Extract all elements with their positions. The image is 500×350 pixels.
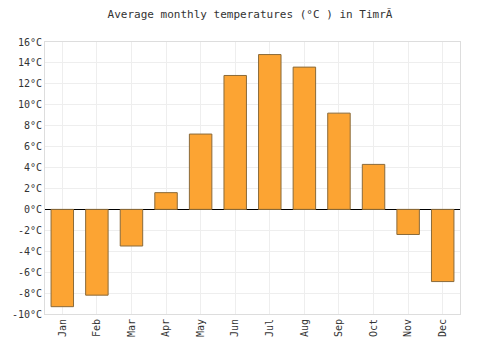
svg-text:-8°C: -8°C	[18, 288, 42, 299]
svg-text:Nov: Nov	[402, 319, 413, 337]
svg-text:Average monthly temperatures (: Average monthly temperatures (°C ) in Ti…	[108, 8, 393, 21]
svg-text:10°C: 10°C	[18, 99, 42, 110]
svg-text:Jul: Jul	[264, 319, 275, 337]
svg-text:-2°C: -2°C	[18, 225, 42, 236]
svg-text:Jan: Jan	[57, 319, 68, 337]
svg-text:6°C: 6°C	[24, 141, 42, 152]
svg-text:Feb: Feb	[91, 319, 102, 337]
svg-text:-4°C: -4°C	[18, 246, 42, 257]
svg-text:4°C: 4°C	[24, 162, 42, 173]
svg-text:2°C: 2°C	[24, 183, 42, 194]
svg-text:-6°C: -6°C	[18, 267, 42, 278]
svg-text:0°C: 0°C	[24, 204, 42, 215]
svg-text:16°C: 16°C	[18, 37, 42, 48]
svg-text:May: May	[195, 319, 206, 337]
svg-text:Sep: Sep	[333, 319, 344, 337]
svg-text:14°C: 14°C	[18, 57, 42, 68]
svg-text:Mar: Mar	[126, 319, 137, 337]
svg-text:12°C: 12°C	[18, 78, 42, 89]
svg-text:Jun: Jun	[229, 319, 240, 337]
svg-text:8°C: 8°C	[24, 120, 42, 131]
svg-text:-10°C: -10°C	[12, 309, 42, 320]
svg-text:Aug: Aug	[299, 319, 310, 337]
svg-text:Oct: Oct	[368, 319, 379, 337]
svg-text:Dec: Dec	[437, 319, 448, 337]
svg-text:Apr: Apr	[160, 319, 171, 337]
